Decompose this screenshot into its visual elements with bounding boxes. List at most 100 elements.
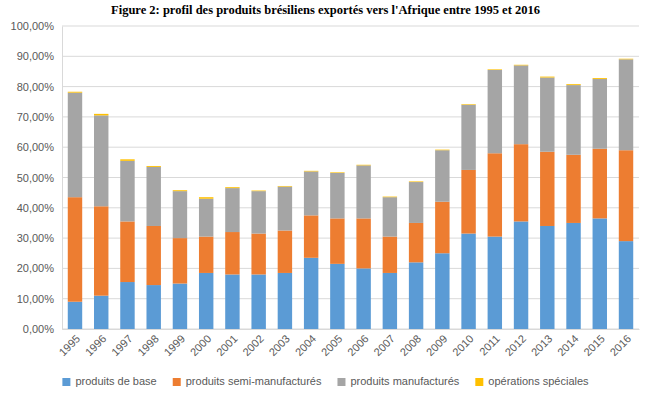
bar-segment bbox=[304, 258, 318, 329]
bar-segment bbox=[225, 188, 239, 232]
bar-segment bbox=[435, 202, 449, 254]
bar-segment bbox=[251, 234, 265, 275]
x-tick-label: 1996 bbox=[83, 332, 109, 358]
x-tick-label: 2014 bbox=[555, 332, 581, 358]
legend-item: opérations spéciales bbox=[475, 375, 589, 387]
x-tick-label: 2005 bbox=[319, 332, 345, 358]
series bbox=[68, 218, 633, 329]
x-tick-label: 2004 bbox=[293, 332, 319, 358]
x-tick: 2014 bbox=[555, 329, 581, 358]
bar-segment bbox=[566, 84, 580, 86]
bar-segment bbox=[566, 85, 580, 155]
y-tick: 80,00% bbox=[17, 81, 62, 93]
y-tick-label: 90,00% bbox=[17, 50, 55, 62]
y-axis-line bbox=[62, 27, 63, 330]
legend-swatch bbox=[337, 378, 345, 386]
bar-segment bbox=[146, 165, 160, 167]
x-tick: 2006 bbox=[345, 329, 371, 358]
bar-segment bbox=[94, 296, 108, 329]
bar-segment bbox=[461, 104, 475, 106]
x-tick-label: 2013 bbox=[529, 332, 555, 358]
bar-segment bbox=[619, 241, 633, 329]
bar-segment bbox=[540, 78, 554, 152]
y-tick: 20,00% bbox=[17, 262, 62, 274]
bar-segment bbox=[330, 264, 344, 329]
bar-segment bbox=[199, 197, 213, 199]
y-tick: 40,00% bbox=[17, 202, 62, 214]
bar-segment bbox=[619, 150, 633, 241]
bar-segment bbox=[94, 114, 108, 116]
bar-segment bbox=[593, 149, 607, 219]
x-tick-label: 1999 bbox=[161, 332, 187, 358]
x-axis-line bbox=[63, 329, 640, 330]
bar-segment bbox=[278, 231, 292, 273]
bar-segment bbox=[514, 144, 528, 221]
y-axis: 0,00%10,00%20,00%30,00%40,00%50,00%60,00… bbox=[11, 20, 63, 335]
bars bbox=[68, 59, 633, 329]
series bbox=[68, 144, 633, 302]
x-tick-label: 1995 bbox=[56, 332, 82, 358]
bar-segment bbox=[251, 191, 265, 233]
y-tick-label: 70,00% bbox=[17, 111, 55, 123]
bar-segment bbox=[146, 285, 160, 329]
legend-label: produits manufacturés bbox=[350, 375, 459, 387]
x-tick: 2011 bbox=[477, 329, 502, 358]
bar-segment bbox=[383, 197, 397, 236]
legend-label: opérations spéciales bbox=[488, 375, 589, 387]
bar-segment bbox=[383, 237, 397, 273]
bar-segment bbox=[383, 273, 397, 329]
bar-segment bbox=[173, 190, 187, 192]
y-tick: 0,00% bbox=[23, 323, 62, 335]
bar-segment bbox=[409, 182, 423, 223]
bar-segment bbox=[566, 155, 580, 223]
y-tick-label: 100,00% bbox=[11, 20, 55, 32]
bar-segment bbox=[356, 165, 370, 218]
x-tick-label: 2007 bbox=[371, 332, 397, 358]
bar-segment bbox=[330, 173, 344, 218]
bar-segment bbox=[540, 76, 554, 78]
bar-segment bbox=[304, 171, 318, 215]
bar-segment bbox=[278, 187, 292, 231]
bar-segment bbox=[146, 167, 160, 226]
x-tick-label: 2000 bbox=[188, 332, 214, 358]
x-tick: 2005 bbox=[319, 329, 345, 358]
bar-segment bbox=[120, 282, 134, 329]
x-tick: 1997 bbox=[109, 329, 135, 358]
bar-segment bbox=[120, 161, 134, 222]
bar-segment bbox=[540, 226, 554, 329]
bar-segment bbox=[514, 64, 528, 66]
bar-segment bbox=[304, 170, 318, 172]
legend-swatch bbox=[475, 378, 483, 386]
bar-segment bbox=[619, 59, 633, 150]
legend-label: produits de base bbox=[75, 375, 156, 387]
bar-segment bbox=[356, 268, 370, 329]
bar-segment bbox=[435, 150, 449, 202]
bar-segment bbox=[619, 58, 633, 60]
y-tick: 70,00% bbox=[17, 111, 62, 123]
bar-segment bbox=[488, 70, 502, 153]
series bbox=[68, 59, 633, 238]
bar-segment bbox=[593, 79, 607, 149]
y-tick-label: 60,00% bbox=[17, 141, 55, 153]
bar-segment bbox=[251, 274, 265, 329]
plot: 0,00%10,00%20,00%30,00%40,00%50,00%60,00… bbox=[11, 20, 640, 358]
bar-segment bbox=[330, 218, 344, 263]
bar-segment bbox=[120, 159, 134, 161]
x-tick-label: 1997 bbox=[109, 332, 135, 358]
y-tick: 30,00% bbox=[17, 232, 62, 244]
x-tick: 2000 bbox=[188, 329, 214, 358]
x-tick: 2012 bbox=[502, 329, 528, 358]
bar-segment bbox=[435, 149, 449, 151]
bar-segment bbox=[251, 190, 265, 192]
bar-segment bbox=[278, 185, 292, 187]
bar-segment bbox=[540, 152, 554, 226]
y-tick: 60,00% bbox=[17, 141, 62, 153]
bar-segment bbox=[68, 302, 82, 329]
x-tick: 1995 bbox=[56, 329, 82, 358]
bar-segment bbox=[593, 218, 607, 329]
bar-segment bbox=[514, 221, 528, 329]
bar-segment bbox=[94, 115, 108, 206]
y-tick-label: 40,00% bbox=[17, 202, 55, 214]
legend-swatch bbox=[173, 378, 181, 386]
bar-segment bbox=[199, 273, 213, 329]
